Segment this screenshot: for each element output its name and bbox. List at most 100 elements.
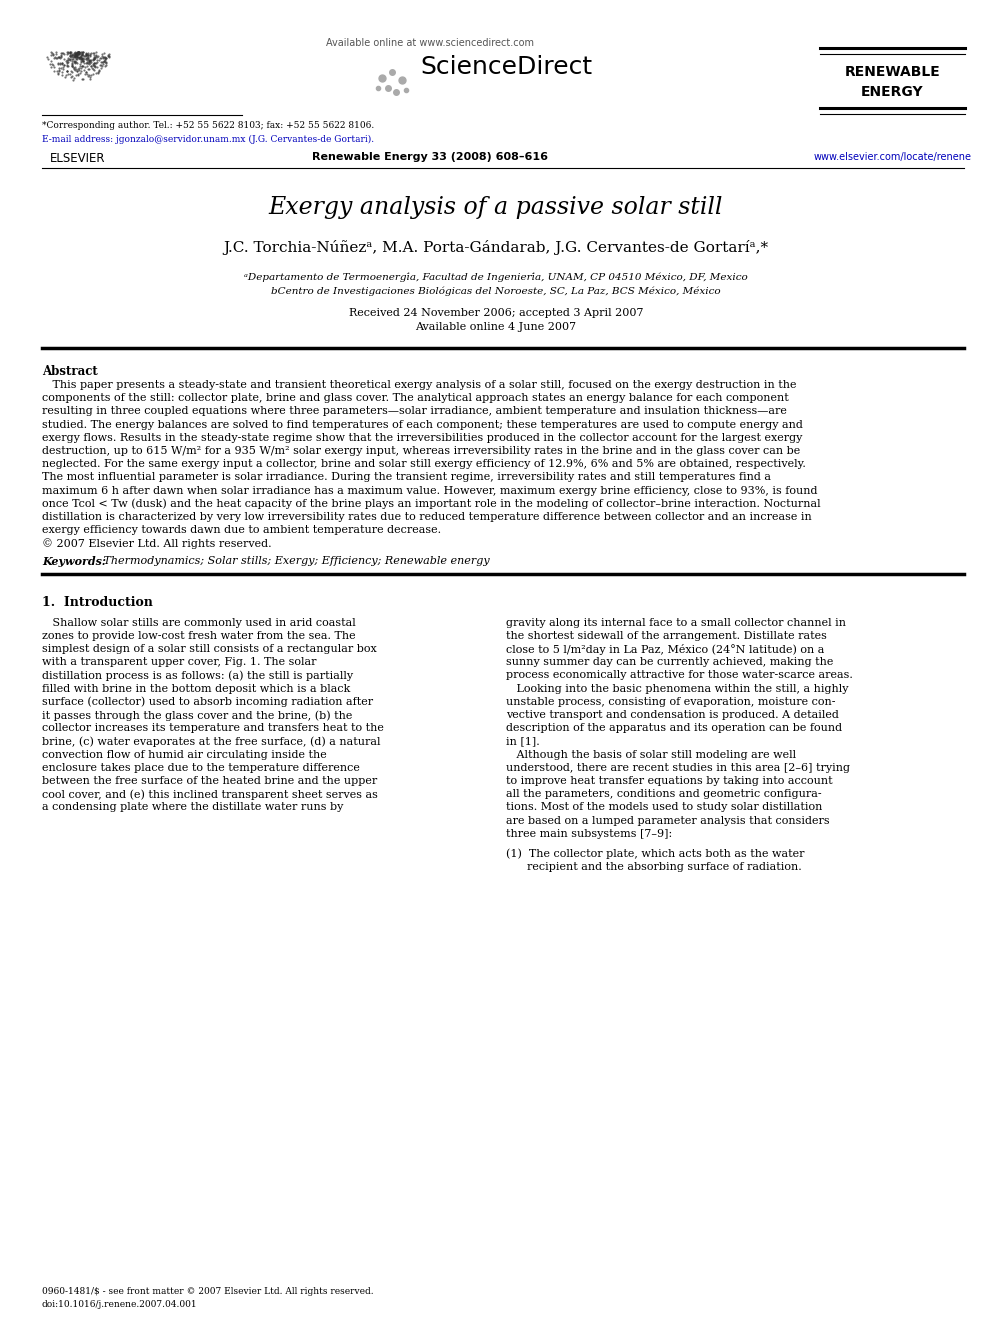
Text: cool cover, and (e) this inclined transparent sheet serves as: cool cover, and (e) this inclined transp… (42, 790, 378, 800)
Point (70, 46, 86, 67)
Point (65, 45, 81, 66)
Point (80, 53, 96, 74)
Point (82, 50, 98, 71)
Point (84, 49, 100, 70)
Text: exergy flows. Results in the steady-state regime show that the irreversibilities: exergy flows. Results in the steady-stat… (42, 433, 803, 443)
Point (60, 42, 75, 64)
Text: RENEWABLE: RENEWABLE (844, 65, 940, 79)
Text: *Corresponding author. Tel.: +52 55 5622 8103; fax: +52 55 5622 8106.: *Corresponding author. Tel.: +52 55 5622… (42, 120, 374, 130)
Point (95, 48, 111, 69)
Point (70, 42, 86, 64)
Point (52, 53, 67, 74)
Point (44, 42, 60, 64)
Point (63, 54, 79, 75)
Point (86, 46, 102, 67)
Text: Looking into the basic phenomena within the still, a highly: Looking into the basic phenomena within … (506, 684, 848, 693)
Point (44, 57, 60, 78)
Text: components of the still: collector plate, brine and glass cover. The analytical : components of the still: collector plate… (42, 393, 789, 404)
Point (67, 42, 83, 64)
Point (77, 56, 93, 77)
Point (43, 45, 59, 66)
Point (78, 44, 94, 65)
Point (81, 45, 97, 66)
Point (73, 44, 89, 65)
Point (44, 50, 60, 71)
Point (72, 46, 88, 67)
Point (66, 52, 82, 73)
Point (90, 49, 106, 70)
Point (73, 46, 89, 67)
Point (74, 56, 90, 77)
Point (50, 62, 65, 83)
Point (95, 46, 111, 67)
Text: studied. The energy balances are solved to find temperatures of each component; : studied. The energy balances are solved … (42, 419, 803, 430)
Point (70, 60, 86, 81)
Point (98, 52, 114, 73)
Point (64, 56, 80, 77)
Point (88, 49, 104, 70)
Point (83, 42, 99, 64)
Point (65, 67, 81, 89)
Text: Exergy analysis of a passive solar still: Exergy analysis of a passive solar still (269, 196, 723, 220)
Point (85, 64, 101, 85)
Point (64, 50, 80, 71)
Point (49, 61, 64, 82)
Point (61, 41, 76, 62)
Point (69, 44, 85, 65)
Point (90, 62, 106, 83)
Point (87, 57, 103, 78)
Point (76, 45, 92, 66)
Point (79, 48, 95, 69)
Text: collector increases its temperature and transfers heat to the: collector increases its temperature and … (42, 724, 384, 733)
Point (96, 42, 112, 64)
Point (98, 53, 114, 74)
Point (74, 49, 90, 70)
Point (71, 57, 87, 78)
Point (76, 49, 92, 70)
Point (78, 53, 94, 74)
Text: Thermodynamics; Solar stills; Exergy; Efficiency; Renewable energy: Thermodynamics; Solar stills; Exergy; Ef… (100, 556, 490, 566)
Point (63, 46, 79, 67)
Point (83, 56, 99, 77)
Text: doi:10.1016/j.renene.2007.04.001: doi:10.1016/j.renene.2007.04.001 (42, 1301, 197, 1308)
Text: 0960-1481/$ - see front matter © 2007 Elsevier Ltd. All rights reserved.: 0960-1481/$ - see front matter © 2007 El… (42, 1287, 374, 1297)
Point (85, 42, 101, 64)
Point (70, 41, 86, 62)
Text: © 2007 Elsevier Ltd. All rights reserved.: © 2007 Elsevier Ltd. All rights reserved… (42, 538, 272, 549)
Point (62, 49, 77, 70)
Point (62, 45, 77, 66)
Point (63, 66, 79, 87)
Point (74, 42, 90, 64)
Point (60, 49, 75, 70)
Point (58, 50, 73, 71)
Point (67, 44, 83, 65)
Text: 1.  Introduction: 1. Introduction (42, 595, 153, 609)
Point (66, 50, 82, 71)
Text: resulting in three coupled equations where three parameters—solar irradiance, am: resulting in three coupled equations whe… (42, 406, 787, 417)
Point (69, 41, 85, 62)
Point (72, 56, 88, 77)
Point (93, 57, 109, 78)
Point (73, 57, 89, 78)
Text: it passes through the glass cover and the brine, (b) the: it passes through the glass cover and th… (42, 710, 352, 721)
Point (53, 46, 68, 67)
Point (57, 48, 72, 69)
Point (70, 44, 86, 65)
Point (87, 53, 103, 74)
Point (54, 42, 69, 64)
Text: Available online 4 June 2007: Available online 4 June 2007 (416, 321, 576, 332)
Point (52, 48, 67, 69)
Point (62, 42, 78, 64)
Text: Shallow solar stills are commonly used in arid coastal: Shallow solar stills are commonly used i… (42, 618, 356, 627)
Point (86, 44, 102, 65)
Text: destruction, up to 615 W/m² for a 935 W/m² solar exergy input, whereas irreversi: destruction, up to 615 W/m² for a 935 W/… (42, 446, 801, 456)
Point (62, 49, 77, 70)
Point (55, 42, 70, 64)
Text: zones to provide low-cost fresh water from the sea. The: zones to provide low-cost fresh water fr… (42, 631, 355, 640)
Point (68, 46, 84, 67)
Point (88, 44, 104, 65)
Point (86, 56, 102, 77)
Point (67, 44, 83, 65)
Point (51, 46, 66, 67)
Point (67, 42, 83, 64)
